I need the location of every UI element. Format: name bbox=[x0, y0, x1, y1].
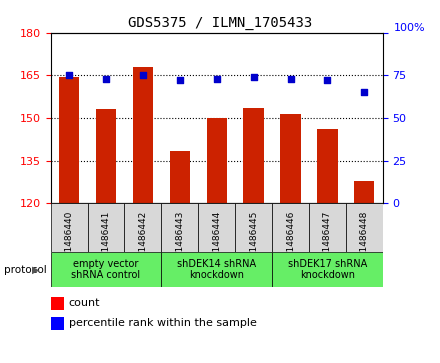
Bar bbox=[51, 203, 88, 252]
Bar bbox=[161, 252, 272, 287]
Text: shDEK17 shRNA
knockdown: shDEK17 shRNA knockdown bbox=[288, 259, 367, 280]
Point bbox=[176, 78, 183, 83]
Text: GSM1486442: GSM1486442 bbox=[138, 211, 147, 271]
Text: empty vector
shRNA control: empty vector shRNA control bbox=[71, 259, 140, 280]
Bar bbox=[235, 203, 272, 252]
Bar bbox=[51, 317, 64, 330]
Text: GSM1486448: GSM1486448 bbox=[360, 211, 369, 271]
Bar bbox=[133, 67, 153, 203]
Text: GSM1486446: GSM1486446 bbox=[286, 211, 295, 271]
Bar bbox=[243, 108, 264, 203]
Y-axis label: 100%: 100% bbox=[393, 23, 425, 33]
Bar bbox=[272, 252, 383, 287]
Bar bbox=[272, 203, 309, 252]
Bar bbox=[346, 203, 383, 252]
Text: ▶: ▶ bbox=[32, 265, 39, 274]
Bar bbox=[59, 77, 79, 203]
Point bbox=[103, 76, 110, 82]
Bar bbox=[170, 151, 190, 203]
Bar bbox=[125, 203, 161, 252]
Point bbox=[66, 72, 73, 78]
Bar bbox=[161, 203, 198, 252]
Text: GSM1486447: GSM1486447 bbox=[323, 211, 332, 271]
Bar bbox=[309, 203, 346, 252]
Bar bbox=[96, 110, 116, 203]
Text: GSM1486445: GSM1486445 bbox=[249, 211, 258, 271]
Point bbox=[287, 76, 294, 82]
Text: protocol: protocol bbox=[4, 265, 47, 274]
Text: GSM1486444: GSM1486444 bbox=[212, 211, 221, 271]
Text: GDS5375 / ILMN_1705433: GDS5375 / ILMN_1705433 bbox=[128, 16, 312, 30]
Point bbox=[139, 72, 147, 78]
Bar bbox=[280, 114, 301, 203]
Bar bbox=[317, 129, 337, 203]
Text: GSM1486441: GSM1486441 bbox=[102, 211, 110, 271]
Bar bbox=[354, 180, 374, 203]
Text: count: count bbox=[69, 298, 100, 309]
Text: percentile rank within the sample: percentile rank within the sample bbox=[69, 318, 257, 328]
Bar bbox=[88, 203, 125, 252]
Text: GSM1486443: GSM1486443 bbox=[175, 211, 184, 271]
Text: shDEK14 shRNA
knockdown: shDEK14 shRNA knockdown bbox=[177, 259, 256, 280]
Point bbox=[213, 76, 220, 82]
Bar bbox=[206, 118, 227, 203]
Bar bbox=[51, 252, 161, 287]
Bar bbox=[51, 297, 64, 310]
Point bbox=[324, 78, 331, 83]
Text: GSM1486440: GSM1486440 bbox=[65, 211, 73, 271]
Point bbox=[361, 90, 368, 95]
Point bbox=[250, 74, 257, 80]
Bar bbox=[198, 203, 235, 252]
